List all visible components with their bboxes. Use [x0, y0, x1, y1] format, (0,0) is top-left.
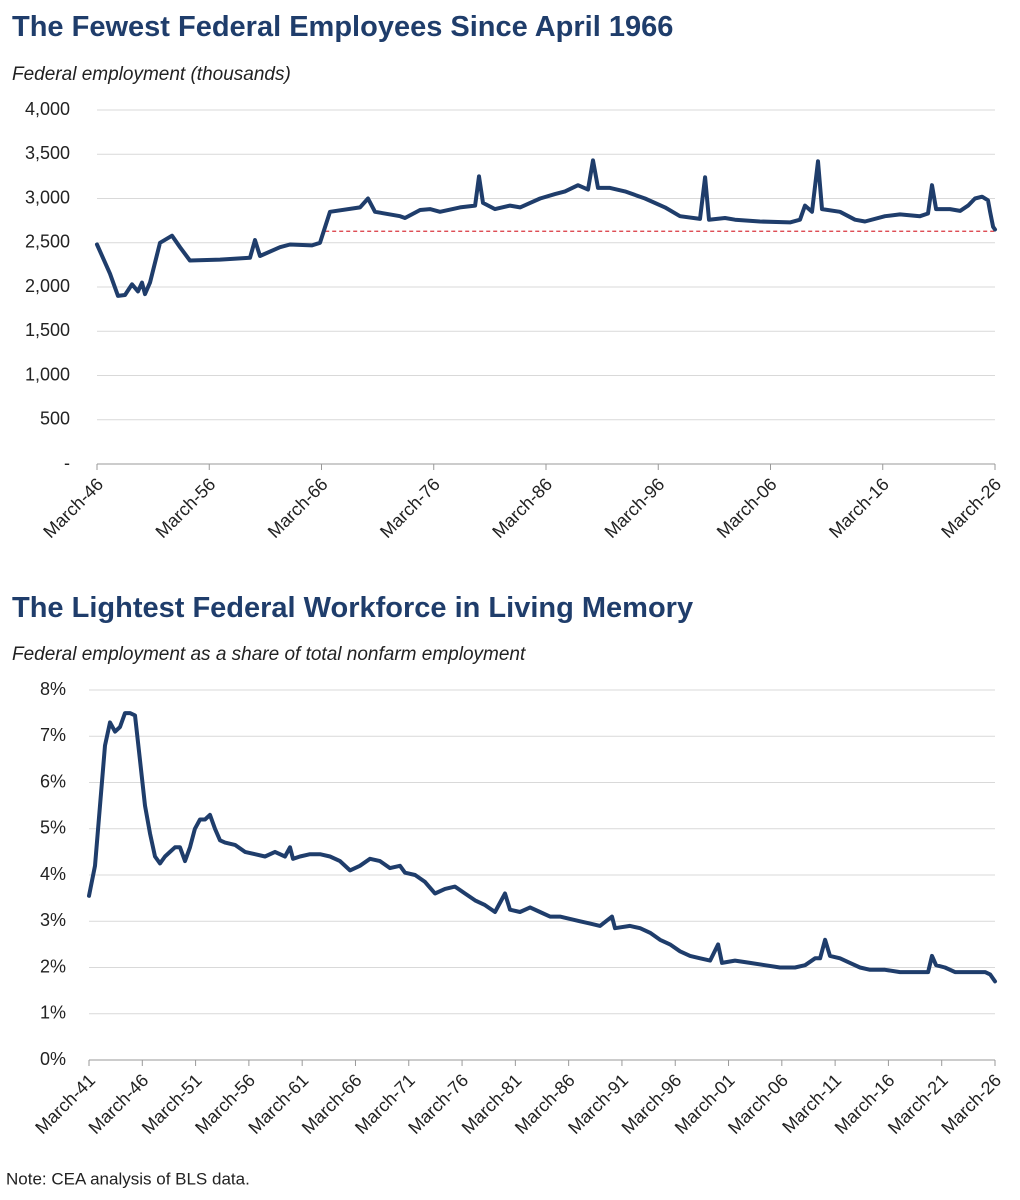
y-tick-label: 3,000: [25, 187, 70, 207]
x-tick-label: March-46: [39, 474, 107, 542]
chart-subtitle: Federal employment (thousands): [12, 64, 291, 85]
y-tick-label: 5%: [40, 818, 66, 838]
y-tick-label: 8%: [40, 679, 66, 699]
y-tick-label: 6%: [40, 771, 66, 791]
y-tick-label: -: [64, 453, 70, 473]
y-tick-label: 7%: [40, 725, 66, 745]
y-tick-label: 4,000: [25, 99, 70, 119]
y-tick-label: 0%: [40, 1049, 66, 1069]
y-tick-label: 3,500: [25, 143, 70, 163]
x-tick-label: March-06: [713, 474, 781, 542]
chart-subtitle: Federal employment as a share of total n…: [12, 644, 526, 665]
data-line: [87, 711, 997, 984]
y-tick-label: 2,500: [25, 232, 70, 252]
y-tick-label: 2%: [40, 956, 66, 976]
x-tick-label: March-16: [825, 474, 893, 542]
y-tick-label: 2,000: [25, 276, 70, 296]
y-tick-label: 3%: [40, 910, 66, 930]
y-tick-label: 4%: [40, 864, 66, 884]
x-tick-label: March-86: [488, 474, 556, 542]
chart-title: The Lightest Federal Workforce in Living…: [12, 592, 693, 624]
x-tick-label: March-76: [376, 474, 444, 542]
chart-title: The Fewest Federal Employees Since April…: [12, 11, 673, 43]
y-tick-label: 1,000: [25, 364, 70, 384]
x-tick-label: March-56: [152, 474, 220, 542]
y-tick-label: 500: [40, 409, 70, 429]
data-line: [95, 158, 997, 298]
x-tick-label: March-26: [937, 474, 1005, 542]
note: Note: CEA analysis of BLS data.: [6, 1169, 250, 1188]
x-tick-label: March-66: [264, 474, 332, 542]
y-tick-label: 1%: [40, 1003, 66, 1023]
x-tick-label: March-96: [601, 474, 669, 542]
y-tick-label: 1,500: [25, 320, 70, 340]
